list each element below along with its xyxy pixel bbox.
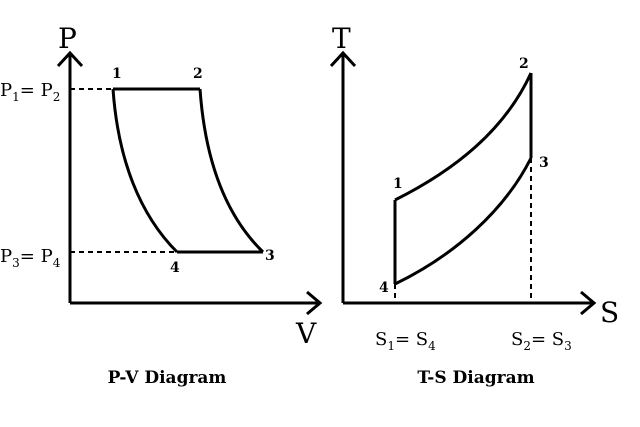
ts-process-1-2 <box>394 72 533 202</box>
pv-label-top-sub1: 1 <box>12 90 20 104</box>
ts-label-s2-s3: S2= S3 <box>511 329 572 353</box>
ts-x-axis-label: S <box>600 296 619 329</box>
ts-x-arrowhead <box>580 290 597 316</box>
pv-diagram: P V 1 2 3 4 P1= P2 P3= P4 P-V Diagram <box>0 22 323 388</box>
ts-process-3-4 <box>394 157 533 286</box>
pv-y-arrowhead <box>56 50 84 68</box>
pv-label-bottom-eq: = P <box>20 246 53 267</box>
pv-process-2-3 <box>198 88 265 254</box>
pv-x-axis-label: V <box>295 317 317 350</box>
ts-point-4: 4 <box>379 280 389 296</box>
ts-label-left-eq: = S <box>395 329 428 350</box>
ts-diagram: T S 1 2 3 4 S1= S4 S2= S3 T-S Diagram <box>329 22 619 388</box>
ts-point-3: 3 <box>539 155 549 171</box>
pv-label-bottom-sub1: 3 <box>12 256 20 270</box>
ts-y-axis-label: T <box>332 22 351 55</box>
ts-label-right-sub2: 3 <box>564 339 572 353</box>
pv-point-4: 4 <box>170 260 180 276</box>
pv-label-top-base: P <box>0 80 12 101</box>
ts-label-left-sub1: 1 <box>387 339 395 353</box>
ts-point-2: 2 <box>519 56 529 72</box>
pv-label-p1-p2: P1= P2 <box>0 80 60 104</box>
pv-x-arrowhead <box>306 290 323 316</box>
pv-label-top-eq: = P <box>20 80 53 101</box>
ts-label-right-sub1: 2 <box>523 339 531 353</box>
ts-label-right-eq: = S <box>531 329 564 350</box>
pv-label-bottom-sub2: 4 <box>53 256 61 270</box>
pv-process-4-1 <box>111 88 179 254</box>
pv-caption: P-V Diagram <box>108 368 227 388</box>
pv-point-1: 1 <box>112 66 122 82</box>
pv-label-top-sub2: 2 <box>53 90 61 104</box>
ts-caption: T-S Diagram <box>417 368 534 388</box>
ts-point-1: 1 <box>393 176 403 192</box>
ts-label-right-base: S <box>511 329 523 350</box>
ts-label-s1-s4: S1= S4 <box>375 329 436 353</box>
pv-point-2: 2 <box>193 66 203 82</box>
pv-label-p3-p4: P3= P4 <box>0 246 61 270</box>
pv-label-bottom-base: P <box>0 246 12 267</box>
pv-y-axis-label: P <box>58 22 77 55</box>
ts-y-arrowhead <box>329 50 357 68</box>
ts-label-left-sub2: 4 <box>428 339 436 353</box>
ts-label-left-base: S <box>375 329 387 350</box>
pv-point-3: 3 <box>265 248 275 264</box>
